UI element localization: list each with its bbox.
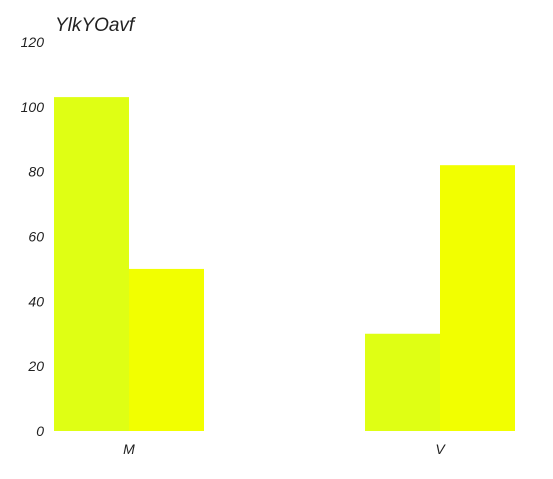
y-tick-label: 80 — [28, 164, 44, 180]
y-tick-label: 40 — [28, 293, 44, 309]
bars-group — [54, 97, 515, 431]
y-tick-label: 100 — [21, 99, 45, 115]
bar — [129, 268, 204, 431]
y-tick-label: 0 — [36, 423, 44, 439]
y-tick-label: 60 — [28, 229, 44, 245]
bar — [365, 333, 440, 431]
x-tick-label: M — [123, 441, 135, 457]
bar — [54, 97, 129, 431]
bar — [440, 165, 515, 431]
chart-title: YlkYOavf — [55, 15, 136, 36]
y-tick-label: 20 — [27, 358, 44, 374]
y-axis-ticks: 0 20 40 60 80 100 120 — [21, 34, 45, 439]
x-tick-label: V — [435, 441, 446, 457]
y-tick-label: 120 — [21, 34, 45, 50]
